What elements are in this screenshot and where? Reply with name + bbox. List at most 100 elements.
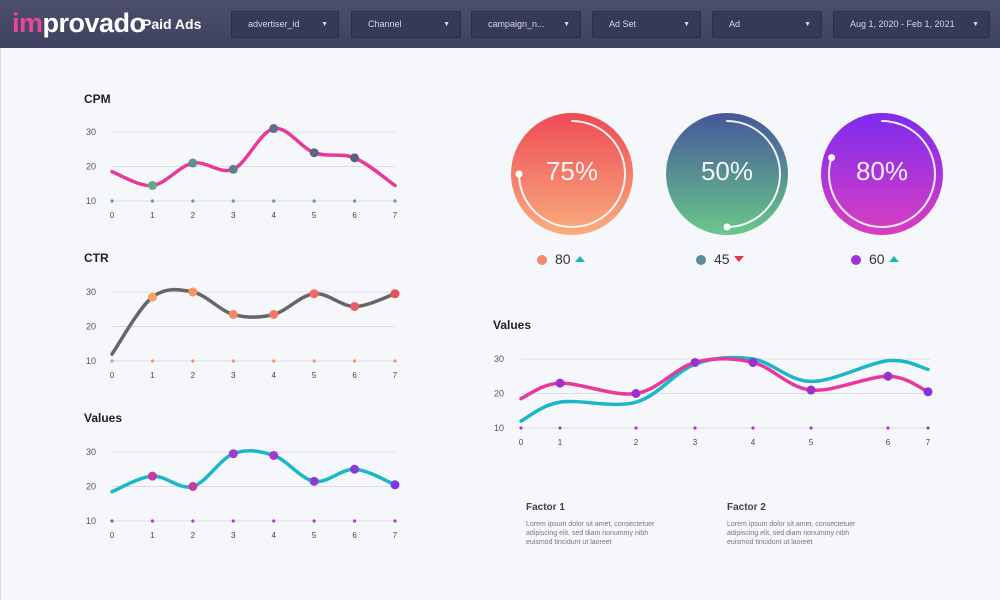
x-tick-label: 5 xyxy=(312,371,317,380)
improvado-logo[interactable]: improvado xyxy=(12,8,146,38)
x-tick-label: 7 xyxy=(393,531,398,540)
gauge-circle-2 xyxy=(666,113,788,235)
data-point xyxy=(188,287,198,297)
x-tick-label: 7 xyxy=(393,371,398,380)
x-tick-label: 2 xyxy=(191,211,196,220)
baseline-dot xyxy=(231,519,235,523)
data-point xyxy=(690,357,700,367)
filter-label: advertiser_id xyxy=(248,19,300,29)
data-point xyxy=(188,482,198,491)
x-tick-label: 2 xyxy=(634,438,639,447)
data-point xyxy=(309,289,319,299)
data-point xyxy=(188,158,198,168)
chevron-down-icon: ▼ xyxy=(804,21,811,28)
baseline-dot xyxy=(272,519,276,523)
baseline-dot xyxy=(886,426,890,430)
x-tick-label: 6 xyxy=(352,371,357,380)
factor-1-title: Factor 1 xyxy=(526,502,565,513)
baseline-dot xyxy=(352,199,357,203)
baseline-dot xyxy=(191,519,195,523)
data-point xyxy=(390,480,400,490)
x-tick-label: 5 xyxy=(312,531,317,540)
data-point xyxy=(309,148,319,158)
x-tick-label: 6 xyxy=(352,211,357,220)
baseline-dot xyxy=(312,359,316,363)
data-point xyxy=(806,385,816,395)
filter-advertiser-id[interactable]: advertiser_id ▼ xyxy=(231,11,339,38)
gauge-knob xyxy=(515,170,523,178)
x-tick-label: 0 xyxy=(110,371,115,380)
data-point xyxy=(147,471,157,481)
values-line-chart-right: 10 20 30 0 1 2 3 4 5 6 7 xyxy=(494,354,933,447)
chart-title-values-right: Values xyxy=(493,318,532,332)
y-tick-label: 20 xyxy=(86,482,96,492)
trend-down-icon xyxy=(733,256,744,262)
baseline-dot xyxy=(150,199,155,203)
chart-title-cpm: CPM xyxy=(84,92,111,106)
data-point xyxy=(309,476,319,486)
filter-date-range[interactable]: Aug 1, 2020 - Feb 1, 2021 ▼ xyxy=(833,11,990,38)
factor-2-title: Factor 2 xyxy=(727,502,766,513)
x-tick-label: 3 xyxy=(231,531,236,540)
chevron-down-icon: ▼ xyxy=(443,21,450,28)
filter-label: Aug 1, 2020 - Feb 1, 2021 xyxy=(850,19,955,29)
legend-dot-icon xyxy=(537,255,547,265)
x-tick-label: 5 xyxy=(809,438,814,447)
baseline-dot xyxy=(110,519,114,523)
x-tick-label: 2 xyxy=(191,371,196,380)
baseline-dot xyxy=(809,426,813,430)
chevron-down-icon: ▼ xyxy=(972,21,979,28)
gauge-value-1: 75% xyxy=(545,156,599,186)
gauge-progress-arc xyxy=(828,120,936,228)
data-point xyxy=(147,180,157,190)
x-tick-label: 7 xyxy=(926,438,931,447)
y-tick-label: 30 xyxy=(494,354,504,364)
baseline-dot xyxy=(751,426,755,430)
x-tick-label: 6 xyxy=(352,531,357,540)
x-tick-label: 7 xyxy=(393,211,398,220)
chevron-down-icon: ▼ xyxy=(563,21,570,28)
gauge-circle-1 xyxy=(511,113,633,235)
baseline-dot xyxy=(231,359,235,363)
filter-ad-set[interactable]: Ad Set ▼ xyxy=(592,11,701,38)
baseline-dot xyxy=(519,426,523,430)
y-tick-label: 20 xyxy=(494,389,504,399)
y-tick-label: 10 xyxy=(494,423,504,433)
y-tick-label: 10 xyxy=(86,356,96,366)
x-tick-label: 1 xyxy=(150,371,155,380)
logo-text: provado xyxy=(42,8,147,38)
filter-ad[interactable]: Ad ▼ xyxy=(712,11,822,38)
x-tick-label: 4 xyxy=(271,531,276,540)
x-tick-label: 4 xyxy=(271,211,276,220)
gauge-knob xyxy=(828,154,836,162)
gauge-value-2: 50% xyxy=(700,156,754,186)
x-tick-label: 4 xyxy=(271,371,276,380)
series-line xyxy=(519,355,930,423)
chevron-down-icon: ▼ xyxy=(683,21,690,28)
data-point xyxy=(269,450,279,460)
baseline-dot xyxy=(693,426,697,430)
baseline-dot xyxy=(191,199,195,203)
factor-1-text: Lorem ipsum dolor sit amet, consectetuer… xyxy=(526,521,655,546)
x-tick-label: 4 xyxy=(751,438,756,447)
cpm-line-chart: 10 20 30 0 1 2 3 4 5 6 7 xyxy=(86,124,398,220)
baseline-dot xyxy=(393,519,397,523)
filter-label: Channel xyxy=(368,19,402,29)
data-point xyxy=(228,164,238,174)
baseline-dot xyxy=(231,199,235,203)
baseline-dot xyxy=(110,199,114,203)
top-bar: improvado Paid Ads advertiser_id ▼ Channe… xyxy=(0,0,1000,48)
baseline-dot xyxy=(352,359,357,363)
baseline-dot xyxy=(150,359,155,363)
baseline-dot xyxy=(926,426,930,430)
stat-value: 60 xyxy=(869,251,885,267)
values-line-chart-left: 10 20 30 0 1 2 3 4 5 6 7 xyxy=(86,447,400,540)
trend-up-icon xyxy=(574,256,585,262)
data-point xyxy=(269,309,279,319)
filter-channel[interactable]: Channel ▼ xyxy=(351,11,461,38)
data-point xyxy=(269,124,279,134)
baseline-dot xyxy=(352,519,357,523)
data-point xyxy=(350,153,360,163)
baseline-dot xyxy=(634,426,638,430)
filter-campaign-name[interactable]: campaign_n... ▼ xyxy=(471,11,581,38)
